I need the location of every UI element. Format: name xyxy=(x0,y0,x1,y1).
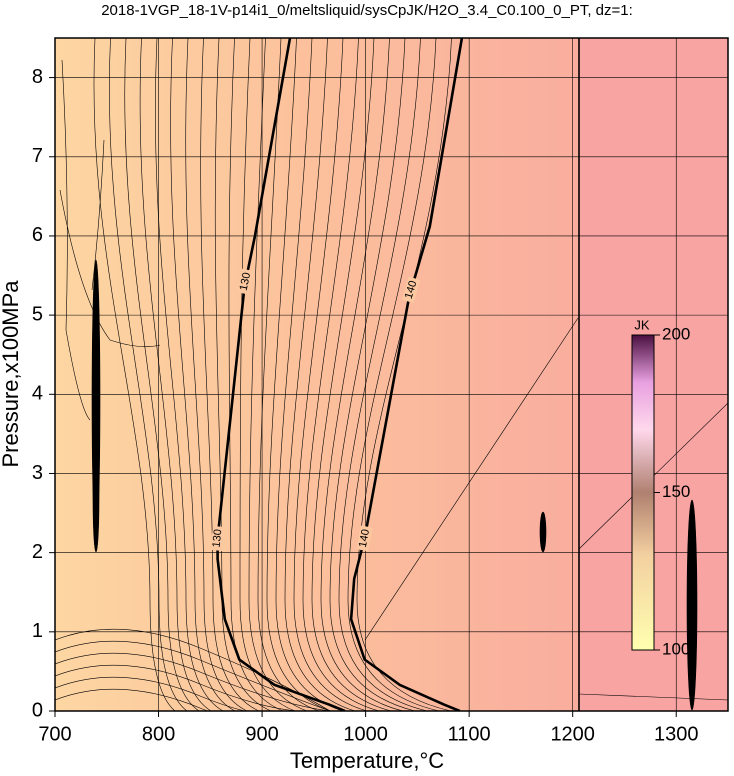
contour-cluster xyxy=(539,511,547,553)
x-tick-label: 1300 xyxy=(654,723,699,745)
y-tick-label: 0 xyxy=(32,699,43,721)
contour-line xyxy=(338,38,428,711)
x-tick-label: 700 xyxy=(38,723,71,745)
colorbar-tick-label: 150 xyxy=(662,482,690,501)
contour-line xyxy=(61,59,91,421)
x-axis-label: Temperature,°C xyxy=(290,748,444,773)
contour-line xyxy=(139,38,212,711)
x-tick-label: 800 xyxy=(142,723,175,745)
contour-line xyxy=(364,317,579,641)
colorbar xyxy=(631,334,655,651)
contour-label-bg xyxy=(210,525,225,551)
contour-label-bg xyxy=(237,268,254,295)
y-axis-label: Pressure,x100MPa xyxy=(0,280,23,468)
contour-line xyxy=(347,38,440,711)
contour-label-group: 130 xyxy=(237,268,254,295)
contour-line xyxy=(200,38,260,711)
contour-label: 130 xyxy=(238,271,253,291)
contour-label-group: 140 xyxy=(402,276,421,304)
y-tick-label: 7 xyxy=(32,145,43,167)
background xyxy=(55,38,579,711)
y-tick-label: 2 xyxy=(32,541,43,563)
x-tick-label: 900 xyxy=(245,723,278,745)
contour-line xyxy=(55,652,331,711)
colorbar-tick-label: 200 xyxy=(662,324,690,343)
contour-line xyxy=(55,676,330,711)
contour-label-group: 140 xyxy=(356,525,373,552)
contour-line xyxy=(293,38,368,711)
contour-line xyxy=(275,38,344,711)
y-tick-label: 8 xyxy=(32,66,43,88)
contour-line xyxy=(91,139,105,291)
contour-cluster xyxy=(92,447,100,553)
contour-label-group: 130 xyxy=(210,525,225,551)
y-tick-label: 4 xyxy=(32,383,43,405)
contour-line xyxy=(155,38,224,711)
y-tick-label: 5 xyxy=(32,303,43,325)
contour-line xyxy=(228,38,284,711)
contour-line xyxy=(216,38,346,711)
contour-label-bg xyxy=(356,525,373,552)
contour-line xyxy=(93,38,176,711)
contour-line xyxy=(578,693,728,701)
contour-line xyxy=(248,38,308,711)
plot-frame xyxy=(54,37,729,712)
x-tick-label: 1000 xyxy=(343,723,388,745)
contour-line xyxy=(329,38,416,711)
contour-line xyxy=(284,38,356,711)
contour-line xyxy=(55,640,331,711)
contour-line xyxy=(109,38,188,711)
chart-title: 2018-1VGP_18-1V-p14i1_0/meltsliquid/sysC… xyxy=(101,2,633,19)
colorbar-label: JK xyxy=(634,317,650,332)
contour-line xyxy=(302,38,380,711)
y-tick-label: 1 xyxy=(32,620,43,642)
contour-line xyxy=(185,38,248,711)
contour-cluster xyxy=(686,499,698,711)
y-tick-label: 3 xyxy=(32,462,43,484)
x-tick-label: 1100 xyxy=(448,723,491,745)
contour-line xyxy=(239,38,296,711)
x-tick-label: 1200 xyxy=(550,723,595,745)
contour-line xyxy=(320,38,404,711)
colorbar-tick-label: 100 xyxy=(662,639,690,658)
y-tick-label: 6 xyxy=(32,224,43,246)
contour-label: 130 xyxy=(211,529,225,549)
plot-area: 130 130 140 140 xyxy=(55,38,728,711)
contour-line xyxy=(257,38,320,711)
contour-line xyxy=(349,38,464,711)
contour-line xyxy=(214,38,272,711)
contour-line xyxy=(266,38,332,711)
contour-line xyxy=(356,38,452,711)
contour-label-bg xyxy=(402,276,421,304)
contour-line xyxy=(311,38,392,711)
contour-label: 140 xyxy=(357,528,372,548)
contour-label: 140 xyxy=(403,279,420,300)
grid xyxy=(55,38,728,711)
contour-line xyxy=(59,189,161,347)
contour-line xyxy=(55,688,330,711)
contour-line xyxy=(170,38,236,711)
